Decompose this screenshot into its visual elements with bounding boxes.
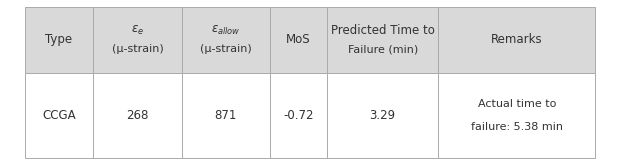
Text: Failure (min): Failure (min): [348, 44, 418, 54]
Text: Type: Type: [45, 33, 73, 47]
Text: Predicted Time to: Predicted Time to: [331, 24, 435, 37]
Text: (μ-strain): (μ-strain): [112, 44, 163, 54]
Text: 3.29: 3.29: [370, 109, 396, 122]
Bar: [438, 7, 595, 73]
Text: $\varepsilon_{allow}$: $\varepsilon_{allow}$: [211, 24, 241, 37]
Bar: [270, 7, 327, 73]
Text: CCGA: CCGA: [42, 109, 76, 122]
Text: -0.72: -0.72: [283, 109, 314, 122]
Bar: [93, 73, 182, 158]
Text: MoS: MoS: [286, 33, 311, 47]
Bar: [182, 7, 270, 73]
Bar: [93, 7, 182, 73]
Bar: [270, 73, 327, 158]
Text: failure: 5.38 min: failure: 5.38 min: [471, 122, 563, 132]
Text: 871: 871: [215, 109, 237, 122]
Bar: [25, 7, 93, 73]
Text: $\varepsilon_e$: $\varepsilon_e$: [131, 24, 144, 37]
Bar: [327, 73, 438, 158]
Bar: [327, 7, 438, 73]
Text: Remarks: Remarks: [491, 33, 542, 47]
Text: (μ-strain): (μ-strain): [200, 44, 252, 54]
Text: Actual time to: Actual time to: [477, 99, 556, 109]
Bar: [25, 73, 93, 158]
Text: 268: 268: [126, 109, 149, 122]
Bar: [438, 73, 595, 158]
Bar: [182, 73, 270, 158]
